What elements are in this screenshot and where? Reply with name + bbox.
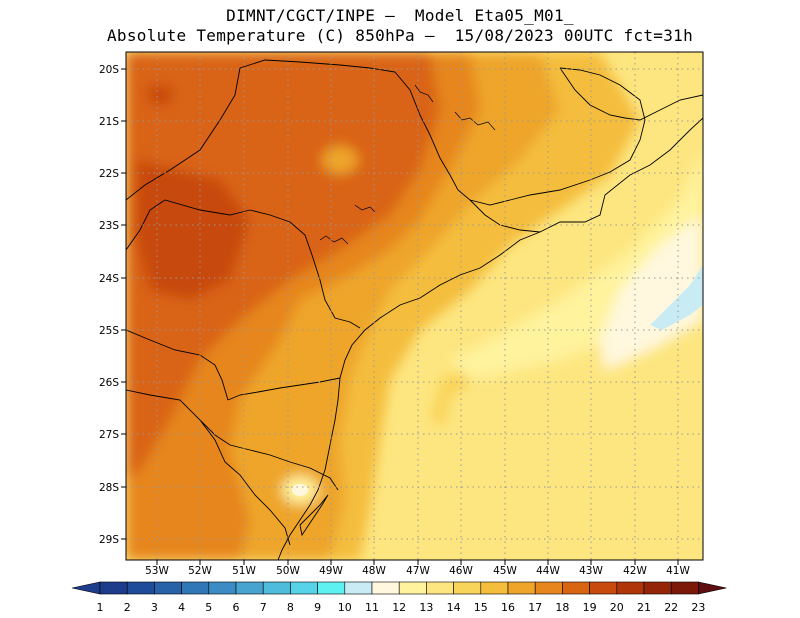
colorbar-label: 19 bbox=[583, 601, 597, 614]
state-border-sc-rs bbox=[199, 419, 339, 491]
lat-label: 21S bbox=[99, 116, 119, 128]
colorbar-label: 21 bbox=[637, 601, 651, 614]
colorbar-label: 8 bbox=[287, 601, 294, 614]
colorbar-label: 18 bbox=[555, 601, 569, 614]
lon-label: 49W bbox=[319, 565, 343, 577]
lat-label: 20S bbox=[99, 64, 119, 76]
colorbar-label: 12 bbox=[392, 601, 406, 614]
reservoir-tiete bbox=[354, 204, 376, 213]
colorbar-swatch bbox=[99, 581, 128, 595]
lat-label: 23S bbox=[99, 220, 119, 232]
colorbar-label: 14 bbox=[447, 601, 461, 614]
colorbar-label: 22 bbox=[664, 601, 678, 614]
colorbar-label: 20 bbox=[610, 601, 624, 614]
state-border-sp-pr bbox=[249, 209, 361, 329]
rio-border bbox=[559, 67, 703, 121]
paraguay-river bbox=[126, 199, 251, 251]
lon-label: 43W bbox=[579, 565, 603, 577]
colorbar-swatch bbox=[208, 581, 237, 595]
colorbar-label: 4 bbox=[178, 601, 185, 614]
chart-title-line-1: DIMNT/CGCT/INPE – Model Eta05_M01_ bbox=[226, 6, 574, 25]
plot-frame bbox=[125, 51, 704, 561]
lon-label: 44W bbox=[536, 565, 560, 577]
colorbar-label: 9 bbox=[314, 601, 321, 614]
lon-label: 50W bbox=[276, 565, 300, 577]
colorbar-swatch bbox=[126, 581, 155, 595]
colorbar-label: 23 bbox=[691, 601, 705, 614]
lat-label: 24S bbox=[99, 273, 119, 285]
colorbar-swatch bbox=[480, 581, 509, 595]
colorbar-label: 17 bbox=[528, 601, 542, 614]
lon-label: 45W bbox=[493, 565, 517, 577]
colorbar-label: 16 bbox=[501, 601, 515, 614]
colorbar-swatch bbox=[426, 581, 454, 595]
cold-spot-core bbox=[292, 484, 308, 496]
colorbar-swatch bbox=[317, 581, 346, 595]
colorbar-label: 7 bbox=[260, 601, 267, 614]
isotherm-band-11 bbox=[600, 215, 703, 370]
lon-label: 51W bbox=[232, 565, 256, 577]
longitude-axis: 53W 52W 51W 50W 49W 48W 47W 46W 45W 44W … bbox=[145, 560, 690, 577]
lon-label: 41W bbox=[666, 565, 690, 577]
colorbar-swatch bbox=[235, 581, 264, 595]
colorbar-swatch bbox=[154, 581, 182, 595]
lon-label: 48W bbox=[362, 565, 386, 577]
colorbar-swatch bbox=[616, 581, 645, 595]
national-border-west bbox=[126, 67, 241, 201]
colorbar-swatch bbox=[643, 581, 672, 595]
colorbar-label: 15 bbox=[474, 601, 488, 614]
colorbar-swatch bbox=[589, 581, 618, 595]
colorbar-label: 6 bbox=[233, 601, 240, 614]
lat-label: 28S bbox=[99, 482, 119, 494]
colorbar-swatch bbox=[344, 581, 373, 595]
colorbar-swatch bbox=[507, 581, 536, 595]
colorbar-swatch bbox=[670, 581, 699, 595]
colorbar-label: 11 bbox=[365, 601, 379, 614]
colorbar-label: 13 bbox=[419, 601, 433, 614]
colorbar-swatch bbox=[562, 581, 590, 595]
lon-label: 47W bbox=[406, 565, 430, 577]
colorbar-swatch bbox=[262, 581, 291, 595]
colorbar-label: 3 bbox=[151, 601, 158, 614]
colorbar-swatch bbox=[290, 581, 318, 595]
lon-label: 42W bbox=[623, 565, 647, 577]
lat-label: 25S bbox=[99, 325, 119, 337]
colorbar-swatch bbox=[181, 581, 210, 595]
colorbar-label: 10 bbox=[338, 601, 352, 614]
lat-label: 26S bbox=[99, 377, 119, 389]
state-border-mg-sp bbox=[239, 59, 646, 206]
lon-label: 46W bbox=[449, 565, 473, 577]
lat-label: 22S bbox=[99, 168, 119, 180]
isotherm-band-19-north bbox=[146, 85, 174, 105]
national-border-argentina bbox=[126, 389, 291, 546]
latitude-axis: 20S 21S 22S 23S 24S 25S 26S 27S 28S 29S bbox=[99, 64, 126, 546]
colorbar-swatch bbox=[371, 581, 400, 595]
graticule bbox=[126, 52, 703, 560]
colorbar-swatch bbox=[398, 581, 427, 595]
lat-label: 29S bbox=[99, 534, 119, 546]
colorbar: 1 2 3 4 5 6 7 8 9 10 11 12 13 14 15 16 17 18 19 20 21 22 23 bbox=[71, 581, 727, 614]
lon-label: 52W bbox=[188, 565, 212, 577]
colorbar-arrow-high bbox=[698, 581, 727, 595]
reservoir-north bbox=[414, 84, 434, 103]
colorbar-swatch bbox=[534, 581, 563, 595]
colorbar-label: 5 bbox=[205, 601, 212, 614]
lagoon-patos bbox=[299, 494, 329, 537]
temperature-field bbox=[126, 52, 703, 560]
colorbar-swatch bbox=[453, 581, 482, 595]
isotherm-band-15-interior bbox=[322, 146, 358, 174]
isotherm-band-10 bbox=[650, 265, 703, 330]
colorbar-label: 2 bbox=[124, 601, 131, 614]
isotherm-band-18 bbox=[126, 52, 440, 480]
reservoir-parana bbox=[319, 235, 349, 245]
isotherm-band-19 bbox=[136, 160, 250, 300]
lat-label: 27S bbox=[99, 429, 119, 441]
colorbar-label: 1 bbox=[97, 601, 104, 614]
lon-label: 53W bbox=[145, 565, 169, 577]
chart-title-line-2: Absolute Temperature (C) 850hPa – 15/08/… bbox=[106, 26, 694, 45]
colorbar-arrow-low bbox=[71, 581, 101, 595]
